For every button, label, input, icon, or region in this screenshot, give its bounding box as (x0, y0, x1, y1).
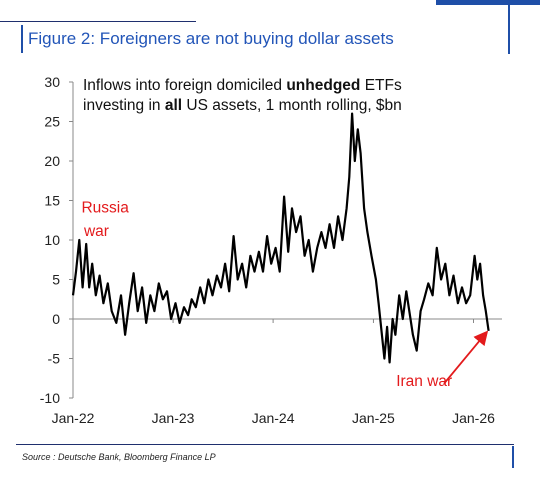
series-line (71, 112, 490, 364)
top-accent-tab (436, 0, 540, 5)
title-accent-bar (21, 25, 23, 53)
y-tick-label: 0 (52, 311, 60, 327)
chart-title: Inflows into foreign domiciled unhedged … (83, 77, 402, 114)
title-text: US assets, 1 month rolling, $bn (182, 97, 402, 114)
chart-axes: -10 -5 0 5 10 15 20 25 30 Jan-22 Jan-23 Jan-24 Jan-2… (40, 74, 502, 426)
title-text: Inflows into foreign domiciled (83, 77, 286, 94)
chart-title-line: investing in all US assets, 1 month roll… (83, 97, 402, 114)
y-tick-label: 20 (44, 153, 60, 169)
title-text: investing in (83, 97, 165, 114)
bottom-accent-bar (512, 446, 514, 468)
annotation-layer: Russia war Iran war (81, 199, 489, 390)
y-tick-label: -5 (48, 351, 61, 367)
series-layer (71, 112, 490, 364)
source-rule (16, 444, 514, 445)
annotation-label: war (83, 223, 109, 240)
right-accent-bar (508, 0, 510, 54)
y-tick-label: 5 (52, 272, 60, 288)
annotation-label: Iran war (396, 373, 452, 390)
y-tick-label: 10 (44, 232, 60, 248)
x-tick-label: Jan-22 (52, 410, 95, 426)
x-tick-label: Jan-26 (452, 410, 495, 426)
source-note: Source : Deutsche Bank, Bloomberg Financ… (22, 452, 216, 462)
figure-title: Figure 2: Foreigners are not buying doll… (28, 29, 394, 48)
annotation-arrow (443, 330, 489, 385)
y-tick-label: 30 (44, 74, 60, 90)
y-tick-label: 25 (44, 114, 60, 130)
x-tick-label: Jan-25 (352, 410, 395, 426)
x-tick-label: Jan-24 (252, 410, 295, 426)
chart-title-line: Inflows into foreign domiciled unhedged … (83, 77, 402, 94)
y-tick-label: -10 (40, 390, 60, 406)
title-text: ETFs (360, 77, 402, 94)
title-emphasis: all (165, 97, 182, 114)
x-tick-label: Jan-23 (152, 410, 195, 426)
top-rule (0, 21, 196, 22)
y-tick-label: 15 (44, 193, 60, 209)
annotation-label: Russia (81, 199, 129, 216)
line-chart: -10 -5 0 5 10 15 20 25 30 Jan-22 Jan-23 Jan-24 Jan-2… (40, 74, 502, 426)
title-emphasis: unhedged (286, 77, 360, 94)
